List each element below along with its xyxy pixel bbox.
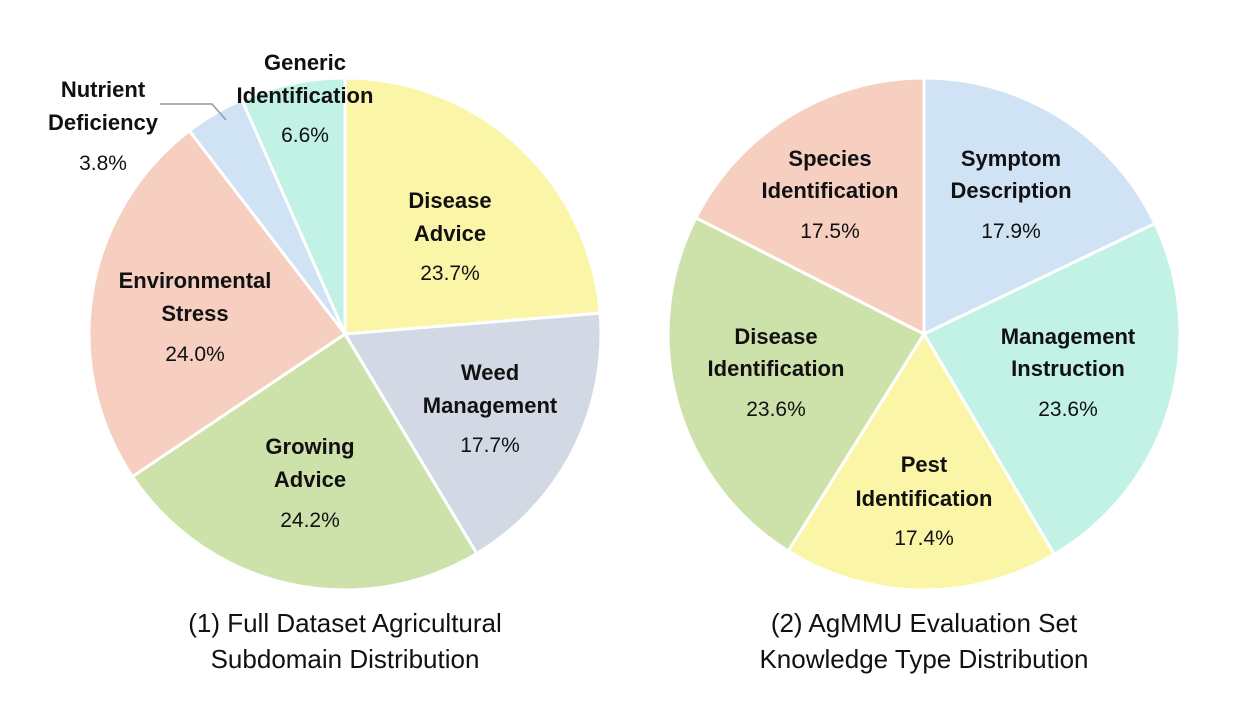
slice-value-disease-advice: 23.7%: [420, 262, 480, 285]
pie-slice-generic-identification: [239, 76, 347, 335]
slice-label-nutrient-deficiency: Nutrient: [61, 77, 146, 102]
chart-caption: Subdomain Distribution: [211, 644, 480, 674]
slice-value-nutrient-deficiency: 3.8%: [79, 152, 127, 175]
slice-label-generic-identification: Identification: [237, 83, 374, 108]
slice-value-growing-advice: 24.2%: [280, 509, 340, 532]
pie-slice-species-identification: [693, 76, 926, 337]
slice-value-weed-management: 17.7%: [460, 434, 520, 457]
slice-label-management-instruction: Instruction: [1011, 356, 1125, 381]
slice-label-environmental-stress: Stress: [161, 301, 228, 326]
slice-value-generic-identification: 6.6%: [281, 124, 329, 147]
slice-value-pest-identification: 17.4%: [894, 527, 954, 550]
slice-label-species-identification: Species: [788, 146, 871, 171]
leader-line: [160, 103, 227, 121]
slice-value-symptom-description: 17.9%: [981, 220, 1041, 243]
chart-caption: Knowledge Type Distribution: [759, 644, 1088, 674]
pie-slice-disease-identification: [666, 215, 927, 554]
slice-label-management-instruction: Management: [1001, 324, 1136, 349]
slice-label-disease-identification: Disease: [734, 324, 817, 349]
chart-agmmu-knowledge-type: Symptom Description 17.9% Management Instruc…: [666, 76, 1182, 674]
chart-full-dataset-subdomain: Disease Advice 23.7% Weed Management 17.7% Gro…: [48, 50, 603, 674]
chart-caption: (2) AgMMU Evaluation Set: [771, 608, 1078, 638]
slice-label-environmental-stress: Environmental: [119, 268, 272, 293]
slice-label-weed-management: Weed: [461, 360, 519, 385]
pie-slice-disease-advice: [343, 76, 602, 336]
slice-label-generic-identification: Generic: [264, 50, 346, 75]
slice-label-disease-identification: Identification: [708, 356, 845, 381]
slice-label-pest-identification: Identification: [856, 486, 993, 511]
pie-slice-symptom-description: [922, 76, 1157, 337]
slice-value-disease-identification: 23.6%: [746, 398, 806, 421]
pie-slice-weed-management: [342, 311, 603, 556]
slice-label-nutrient-deficiency: Deficiency: [48, 110, 159, 135]
slice-label-symptom-description: Symptom: [961, 146, 1061, 171]
pie-slice-growing-advice: [130, 331, 479, 592]
slice-label-growing-advice: Growing: [265, 434, 354, 459]
slice-label-growing-advice: Advice: [274, 467, 346, 492]
slice-label-weed-management: Management: [423, 393, 558, 418]
slice-value-species-identification: 17.5%: [800, 220, 860, 243]
slice-label-disease-advice: Advice: [414, 221, 486, 246]
slice-value-management-instruction: 23.6%: [1038, 398, 1098, 421]
pie-slice-environmental-stress: [87, 128, 348, 479]
slice-label-species-identification: Identification: [762, 178, 899, 203]
slice-label-pest-identification: Pest: [901, 452, 948, 477]
slice-label-disease-advice: Disease: [408, 188, 491, 213]
pie-slice-pest-identification: [786, 331, 1057, 592]
pie-slice-management-instruction: [921, 221, 1182, 557]
slice-label-symptom-description: Description: [950, 178, 1071, 203]
chart-caption: (1) Full Dataset Agricultural: [188, 608, 502, 638]
slice-value-environmental-stress: 24.0%: [165, 343, 225, 366]
